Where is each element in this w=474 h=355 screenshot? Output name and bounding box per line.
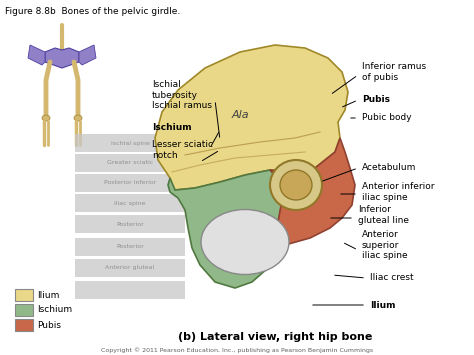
Text: Ilium: Ilium (37, 290, 59, 300)
Text: Ilium: Ilium (370, 300, 395, 310)
Text: Anterior inferior
iliac spine: Anterior inferior iliac spine (362, 182, 435, 202)
Polygon shape (155, 45, 348, 190)
Text: Ischium: Ischium (152, 124, 191, 132)
Bar (15, 304, 33, 316)
Text: Iliac crest: Iliac crest (370, 273, 414, 283)
Text: Posterior inferior: Posterior inferior (104, 180, 156, 186)
FancyBboxPatch shape (75, 174, 185, 192)
FancyBboxPatch shape (75, 194, 185, 212)
FancyBboxPatch shape (75, 154, 185, 172)
Ellipse shape (74, 115, 82, 121)
Text: Figure 8.8b  Bones of the pelvic girdle.: Figure 8.8b Bones of the pelvic girdle. (5, 7, 180, 16)
Text: Acetabulum: Acetabulum (362, 164, 416, 173)
FancyBboxPatch shape (75, 238, 185, 256)
Text: Greater sciatic: Greater sciatic (107, 160, 153, 165)
FancyBboxPatch shape (75, 134, 185, 152)
Text: Inferior
gluteal line: Inferior gluteal line (358, 205, 409, 225)
Text: Anterior
superior
iliac spine: Anterior superior iliac spine (362, 230, 408, 260)
Bar (15, 289, 33, 301)
Text: Pubis: Pubis (362, 95, 390, 104)
FancyBboxPatch shape (75, 281, 185, 299)
Bar (15, 319, 33, 331)
Text: Pubis: Pubis (37, 321, 61, 329)
Polygon shape (270, 138, 355, 248)
Ellipse shape (42, 115, 50, 121)
Text: Ischium: Ischium (37, 306, 72, 315)
Ellipse shape (280, 170, 312, 200)
Polygon shape (168, 170, 285, 288)
Text: Ala: Ala (231, 110, 249, 120)
Text: (b) Lateral view, right hip bone: (b) Lateral view, right hip bone (178, 332, 372, 342)
Text: Anterior gluteal: Anterior gluteal (105, 266, 155, 271)
Text: Inferior ramus
of pubis: Inferior ramus of pubis (362, 62, 426, 82)
Text: Ischial spine: Ischial spine (110, 141, 149, 146)
Text: Copyright © 2011 Pearson Education, Inc., publishing as Pearson Benjamin Cumming: Copyright © 2011 Pearson Education, Inc.… (101, 347, 373, 353)
FancyBboxPatch shape (75, 215, 185, 233)
Polygon shape (79, 45, 96, 65)
Text: Pubic body: Pubic body (362, 114, 411, 122)
Polygon shape (28, 45, 45, 65)
Text: Posterior: Posterior (116, 245, 144, 250)
Text: Ischial
tuberosity
Ischial ramus: Ischial tuberosity Ischial ramus (152, 80, 212, 110)
Polygon shape (45, 48, 79, 68)
Ellipse shape (201, 209, 289, 274)
Text: Lesser sciatic
notch: Lesser sciatic notch (152, 140, 213, 160)
Ellipse shape (270, 160, 322, 210)
Text: Posterior: Posterior (116, 222, 144, 226)
Text: iliac spine: iliac spine (114, 201, 146, 206)
FancyBboxPatch shape (75, 259, 185, 277)
